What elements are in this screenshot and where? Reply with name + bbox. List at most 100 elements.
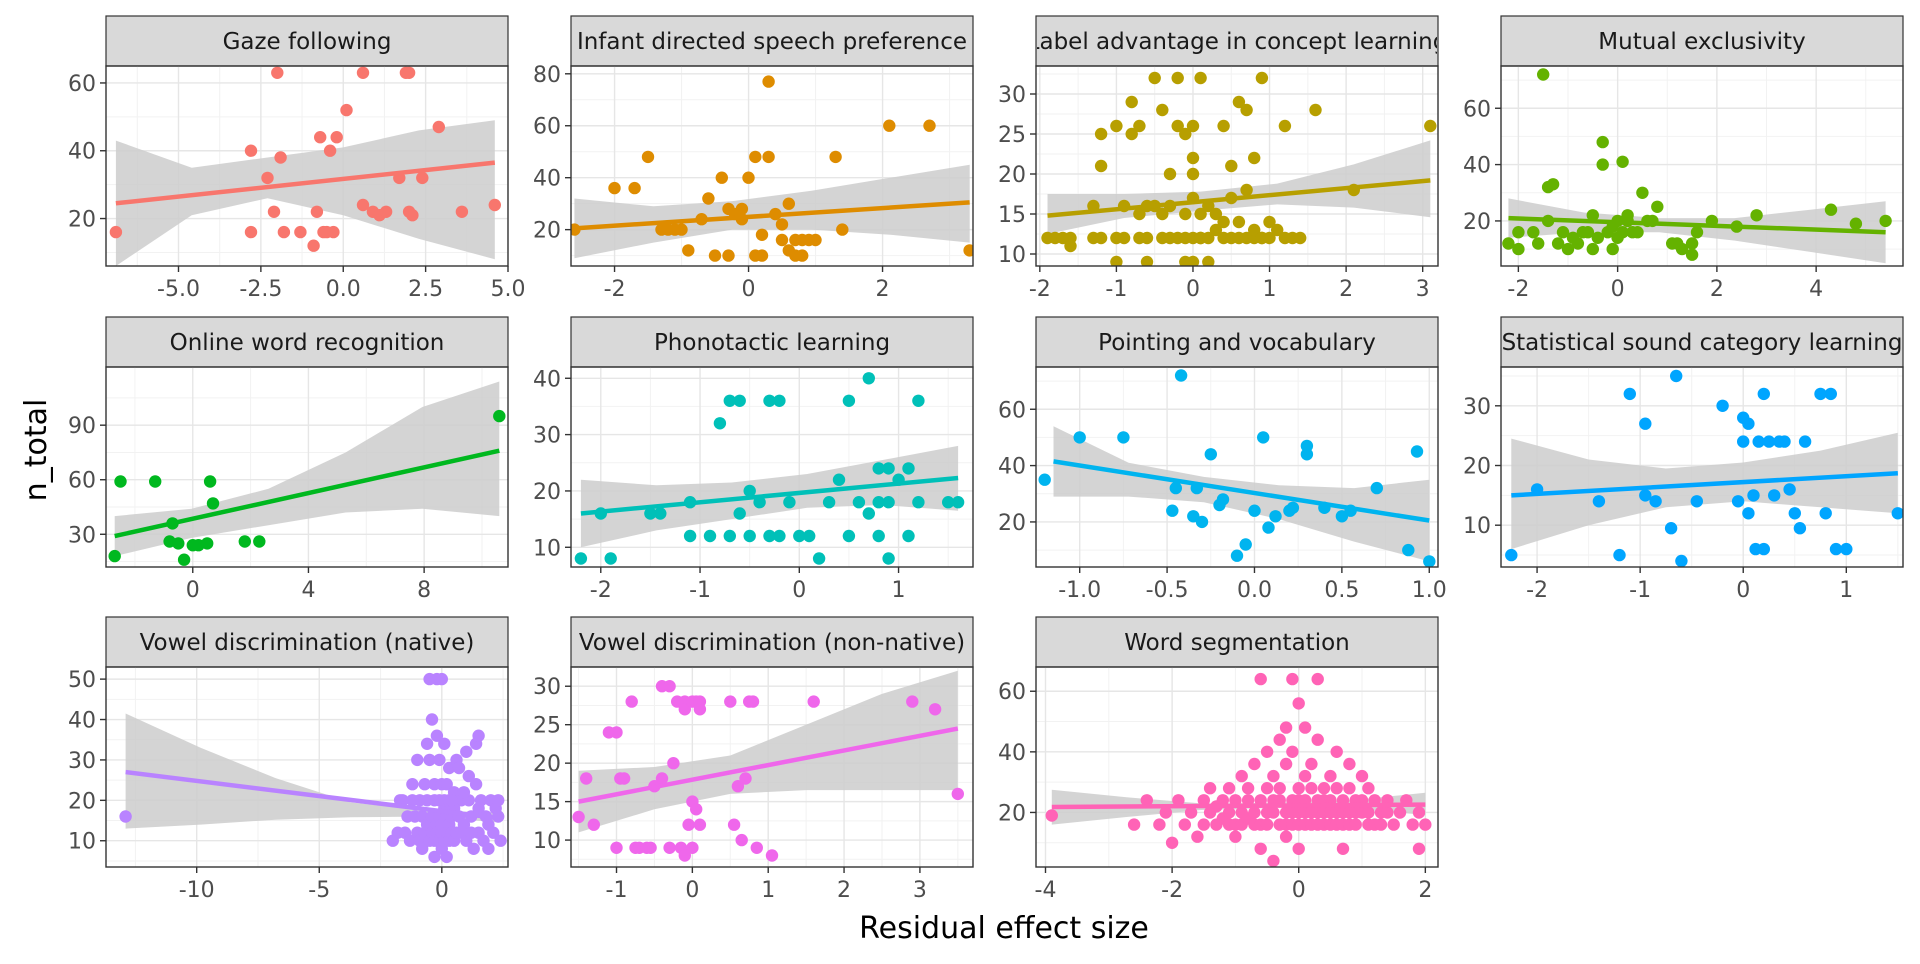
panel-7-point xyxy=(1639,489,1652,502)
panel-10-point xyxy=(1254,842,1267,855)
panel-5-point xyxy=(723,394,736,407)
panel-9-point xyxy=(928,703,942,716)
panel-10-point xyxy=(1412,806,1426,819)
panel-10-point xyxy=(1343,782,1356,795)
panel-1-point xyxy=(923,119,936,132)
panel-1-point xyxy=(883,119,896,132)
panel-7-point xyxy=(1742,507,1755,520)
panel-8-point xyxy=(487,826,500,839)
panel-9-point xyxy=(906,695,919,708)
panel-7-point xyxy=(1752,435,1765,448)
panel-5-x-tick-label: 1 xyxy=(892,578,906,603)
panel-8-point xyxy=(467,842,480,855)
panel-3-point xyxy=(1651,200,1664,213)
panel-10-point xyxy=(1273,782,1286,795)
panel-7-point xyxy=(1670,369,1683,383)
panel-5-point xyxy=(912,496,925,509)
panel-10-point xyxy=(1127,818,1141,831)
panel-0-point xyxy=(109,225,123,239)
panel-3-point xyxy=(1824,203,1838,216)
panel-3-point xyxy=(1636,186,1649,199)
panel-5-point xyxy=(872,496,885,509)
panel-2-point xyxy=(1186,151,1200,165)
panel-2-point xyxy=(1156,103,1169,117)
panel-5-point xyxy=(773,529,786,543)
panel-10-x-tick-label: -4 xyxy=(1035,878,1057,903)
panel-5-point xyxy=(683,529,697,543)
panel-3-x-tick-label: 4 xyxy=(1809,277,1823,302)
panel-10-point xyxy=(1279,721,1293,734)
panel-1-point xyxy=(641,150,655,164)
panel-1-title: Infant directed speech preference xyxy=(577,29,967,55)
panel-2-point xyxy=(1125,95,1138,109)
panel-5-point xyxy=(882,462,895,475)
panel-9-point xyxy=(667,757,680,770)
panel-6-y-tick-label: 20 xyxy=(998,511,1026,536)
panel-1-point xyxy=(762,75,775,88)
panel-10-point xyxy=(1260,782,1274,795)
panel-9-point xyxy=(693,703,707,716)
panel-10-point xyxy=(1267,769,1280,783)
panel-7-x-tick-label: 0 xyxy=(1736,578,1750,603)
panel-1-point xyxy=(775,233,789,247)
panel-10-point xyxy=(1311,672,1324,686)
panel-9-point xyxy=(625,695,638,708)
panel-7-point xyxy=(1819,507,1832,520)
panel-2-point xyxy=(1110,119,1123,133)
panel-5-x-tick-label: 0 xyxy=(792,578,806,603)
panel-1-border xyxy=(570,65,974,267)
panel-2-point xyxy=(1140,231,1154,245)
panel-0-point xyxy=(323,144,337,157)
panel-8-x-tick-label: -5 xyxy=(308,878,330,903)
panel-6-point xyxy=(1402,543,1415,557)
panel-8-point xyxy=(416,842,429,855)
panel-2-point xyxy=(1094,231,1108,245)
panel-2-point xyxy=(1271,223,1284,237)
panel-8-point xyxy=(406,794,419,807)
panel-2-point xyxy=(1240,183,1253,197)
panel-9-point xyxy=(587,818,600,831)
panel-0-x-tick-label: -2.5 xyxy=(239,277,282,302)
panel-2-point xyxy=(1248,151,1261,165)
panel-10-point xyxy=(1172,794,1185,807)
panel-2-point xyxy=(1179,207,1192,221)
panel-8-point xyxy=(393,794,407,807)
panel-8-x-tick-label: -10 xyxy=(179,878,215,903)
panel-7-point xyxy=(1623,387,1637,401)
panel-2-point xyxy=(1240,103,1253,117)
panel-10-point xyxy=(1279,830,1293,843)
panel-5-point xyxy=(872,529,885,543)
panel-10-point xyxy=(1381,806,1394,819)
panel-10-point xyxy=(1267,806,1280,819)
panel-0-point xyxy=(416,171,429,185)
panel-9-y-tick-label: 10 xyxy=(533,829,561,854)
panel-10-y-tick-label: 40 xyxy=(998,741,1026,766)
panel-2-title: Label advantage in concept learning xyxy=(1027,29,1448,55)
panel-4-fit-line xyxy=(114,448,500,539)
panel-10-point xyxy=(1298,769,1312,783)
panel-4-point xyxy=(206,497,220,510)
panel-5-point xyxy=(882,496,895,509)
panel-1-y-tick-label: 80 xyxy=(533,63,561,88)
panel-6-title: Pointing and vocabulary xyxy=(1098,330,1376,356)
panel-8-point xyxy=(469,778,483,791)
panel-2-point xyxy=(1186,255,1200,266)
panel-2-point xyxy=(1263,231,1276,245)
panel-8-strip xyxy=(105,616,509,668)
panel-2-point xyxy=(1163,167,1177,181)
panel-0-point xyxy=(432,120,445,134)
panel-0: Gaze following -5.0 -2.5 0.0 2.5 5.0 20 40 60 xyxy=(68,15,526,302)
panel-9-point xyxy=(610,726,623,739)
panel-3-point xyxy=(1551,237,1565,250)
panel-1-x-tick-label: 0 xyxy=(742,277,756,302)
panel-3-point xyxy=(1537,68,1550,81)
panel-7-y-tick-label: 10 xyxy=(1463,514,1491,539)
panel-9-confidence-band xyxy=(578,670,958,833)
panel-8-point xyxy=(403,834,417,847)
panel-0-point xyxy=(307,239,320,252)
panel-5-y-tick-label: 30 xyxy=(533,424,561,449)
panel-1-y-tick-label: 20 xyxy=(533,219,561,244)
panel-8-point xyxy=(465,826,478,839)
